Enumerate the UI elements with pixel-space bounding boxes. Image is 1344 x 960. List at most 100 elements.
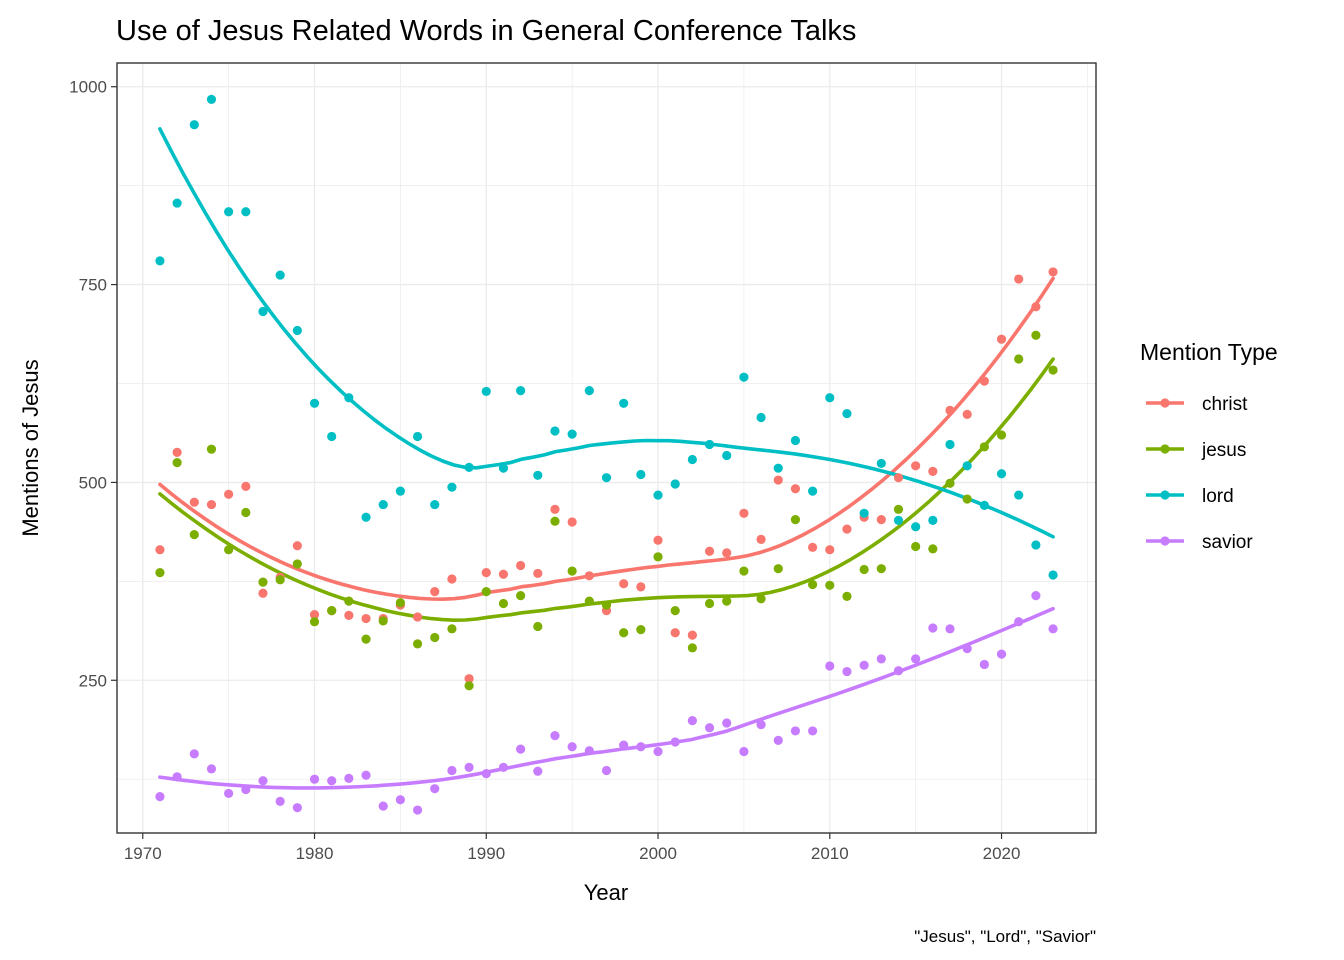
point-lord [911,522,921,532]
point-lord [206,94,217,105]
point-christ [447,574,457,584]
chart-title: Use of Jesus Related Words in General Co… [116,15,856,47]
point-savior [911,654,921,664]
chart-caption: "Jesus", "Lord", "Savior" [914,927,1096,946]
data-points [155,94,1058,815]
point-christ [584,571,594,581]
point-christ [670,628,680,638]
point-jesus [739,566,749,576]
point-jesus [1048,365,1058,375]
point-savior [1014,617,1024,627]
point-lord [687,454,697,465]
point-jesus [481,587,491,597]
point-christ [773,475,783,485]
point-christ [945,405,955,416]
point-savior [533,766,543,776]
point-lord [945,439,955,450]
point-savior [516,744,526,754]
point-savior [859,660,869,670]
point-lord [481,386,491,397]
point-savior [808,726,818,736]
point-christ [979,376,989,386]
point-savior [412,805,423,815]
point-christ [361,613,371,624]
point-jesus [361,634,371,644]
point-jesus [567,566,577,576]
point-jesus [533,621,543,632]
point-lord [155,256,165,266]
point-lord [704,439,715,450]
point-lord [412,431,423,442]
point-savior [790,726,801,736]
point-jesus [653,552,663,562]
point-lord [636,469,646,480]
x-axis-title: Year [584,880,628,905]
point-jesus [412,639,423,649]
point-jesus [790,515,801,525]
point-savior [344,773,354,783]
point-christ [653,535,663,545]
y-tick-label: 500 [79,473,107,492]
point-jesus [516,590,526,601]
point-jesus [430,632,440,643]
x-axis: 1970 1980 1990 2000 2010 2020 [124,833,1020,863]
point-christ [258,588,268,598]
point-savior [172,772,182,782]
point-lord [309,398,320,408]
point-christ [189,497,199,507]
point-christ [292,541,302,551]
point-lord [893,515,904,526]
point-jesus [670,606,680,616]
point-savior [962,644,972,654]
point-savior [584,746,594,756]
point-christ [412,612,423,622]
point-jesus [687,643,697,653]
point-lord [876,458,886,469]
smooth-line-savior [158,606,1055,790]
point-savior [327,776,337,786]
legend-title: Mention Type [1140,339,1278,365]
point-christ [498,569,509,579]
point-lord [1048,570,1058,580]
point-jesus [808,579,818,590]
point-jesus [258,577,268,587]
point-christ [1014,274,1024,284]
point-christ [962,409,972,419]
point-lord [756,412,766,423]
point-lord [327,431,337,442]
point-lord [172,198,182,208]
point-savior [430,784,440,794]
legend-dot-savior [1160,536,1170,546]
point-jesus [395,598,405,608]
point-jesus [292,559,302,569]
point-lord [670,479,680,489]
point-christ [825,545,835,555]
point-jesus [722,596,732,606]
plot-panel [117,63,1096,833]
point-christ [1048,267,1058,277]
point-jesus [241,507,251,518]
point-savior [825,661,835,671]
point-jesus [155,568,165,578]
point-jesus [876,564,886,574]
point-lord [189,120,199,130]
point-jesus [928,544,938,554]
point-christ [739,508,749,518]
point-jesus [979,442,989,452]
point-lord [773,463,783,473]
point-savior [979,659,989,670]
legend-dot-christ [1160,398,1170,408]
point-savior [292,803,302,813]
point-jesus [619,628,629,638]
point-jesus [756,594,766,604]
point-jesus [189,530,199,540]
point-savior [756,719,766,730]
plot-border [116,62,1097,834]
point-jesus [601,600,612,610]
point-savior [189,749,199,759]
point-lord [498,463,509,473]
point-savior [773,735,783,746]
point-jesus [859,564,869,575]
x-tick-label: 1990 [467,844,505,863]
